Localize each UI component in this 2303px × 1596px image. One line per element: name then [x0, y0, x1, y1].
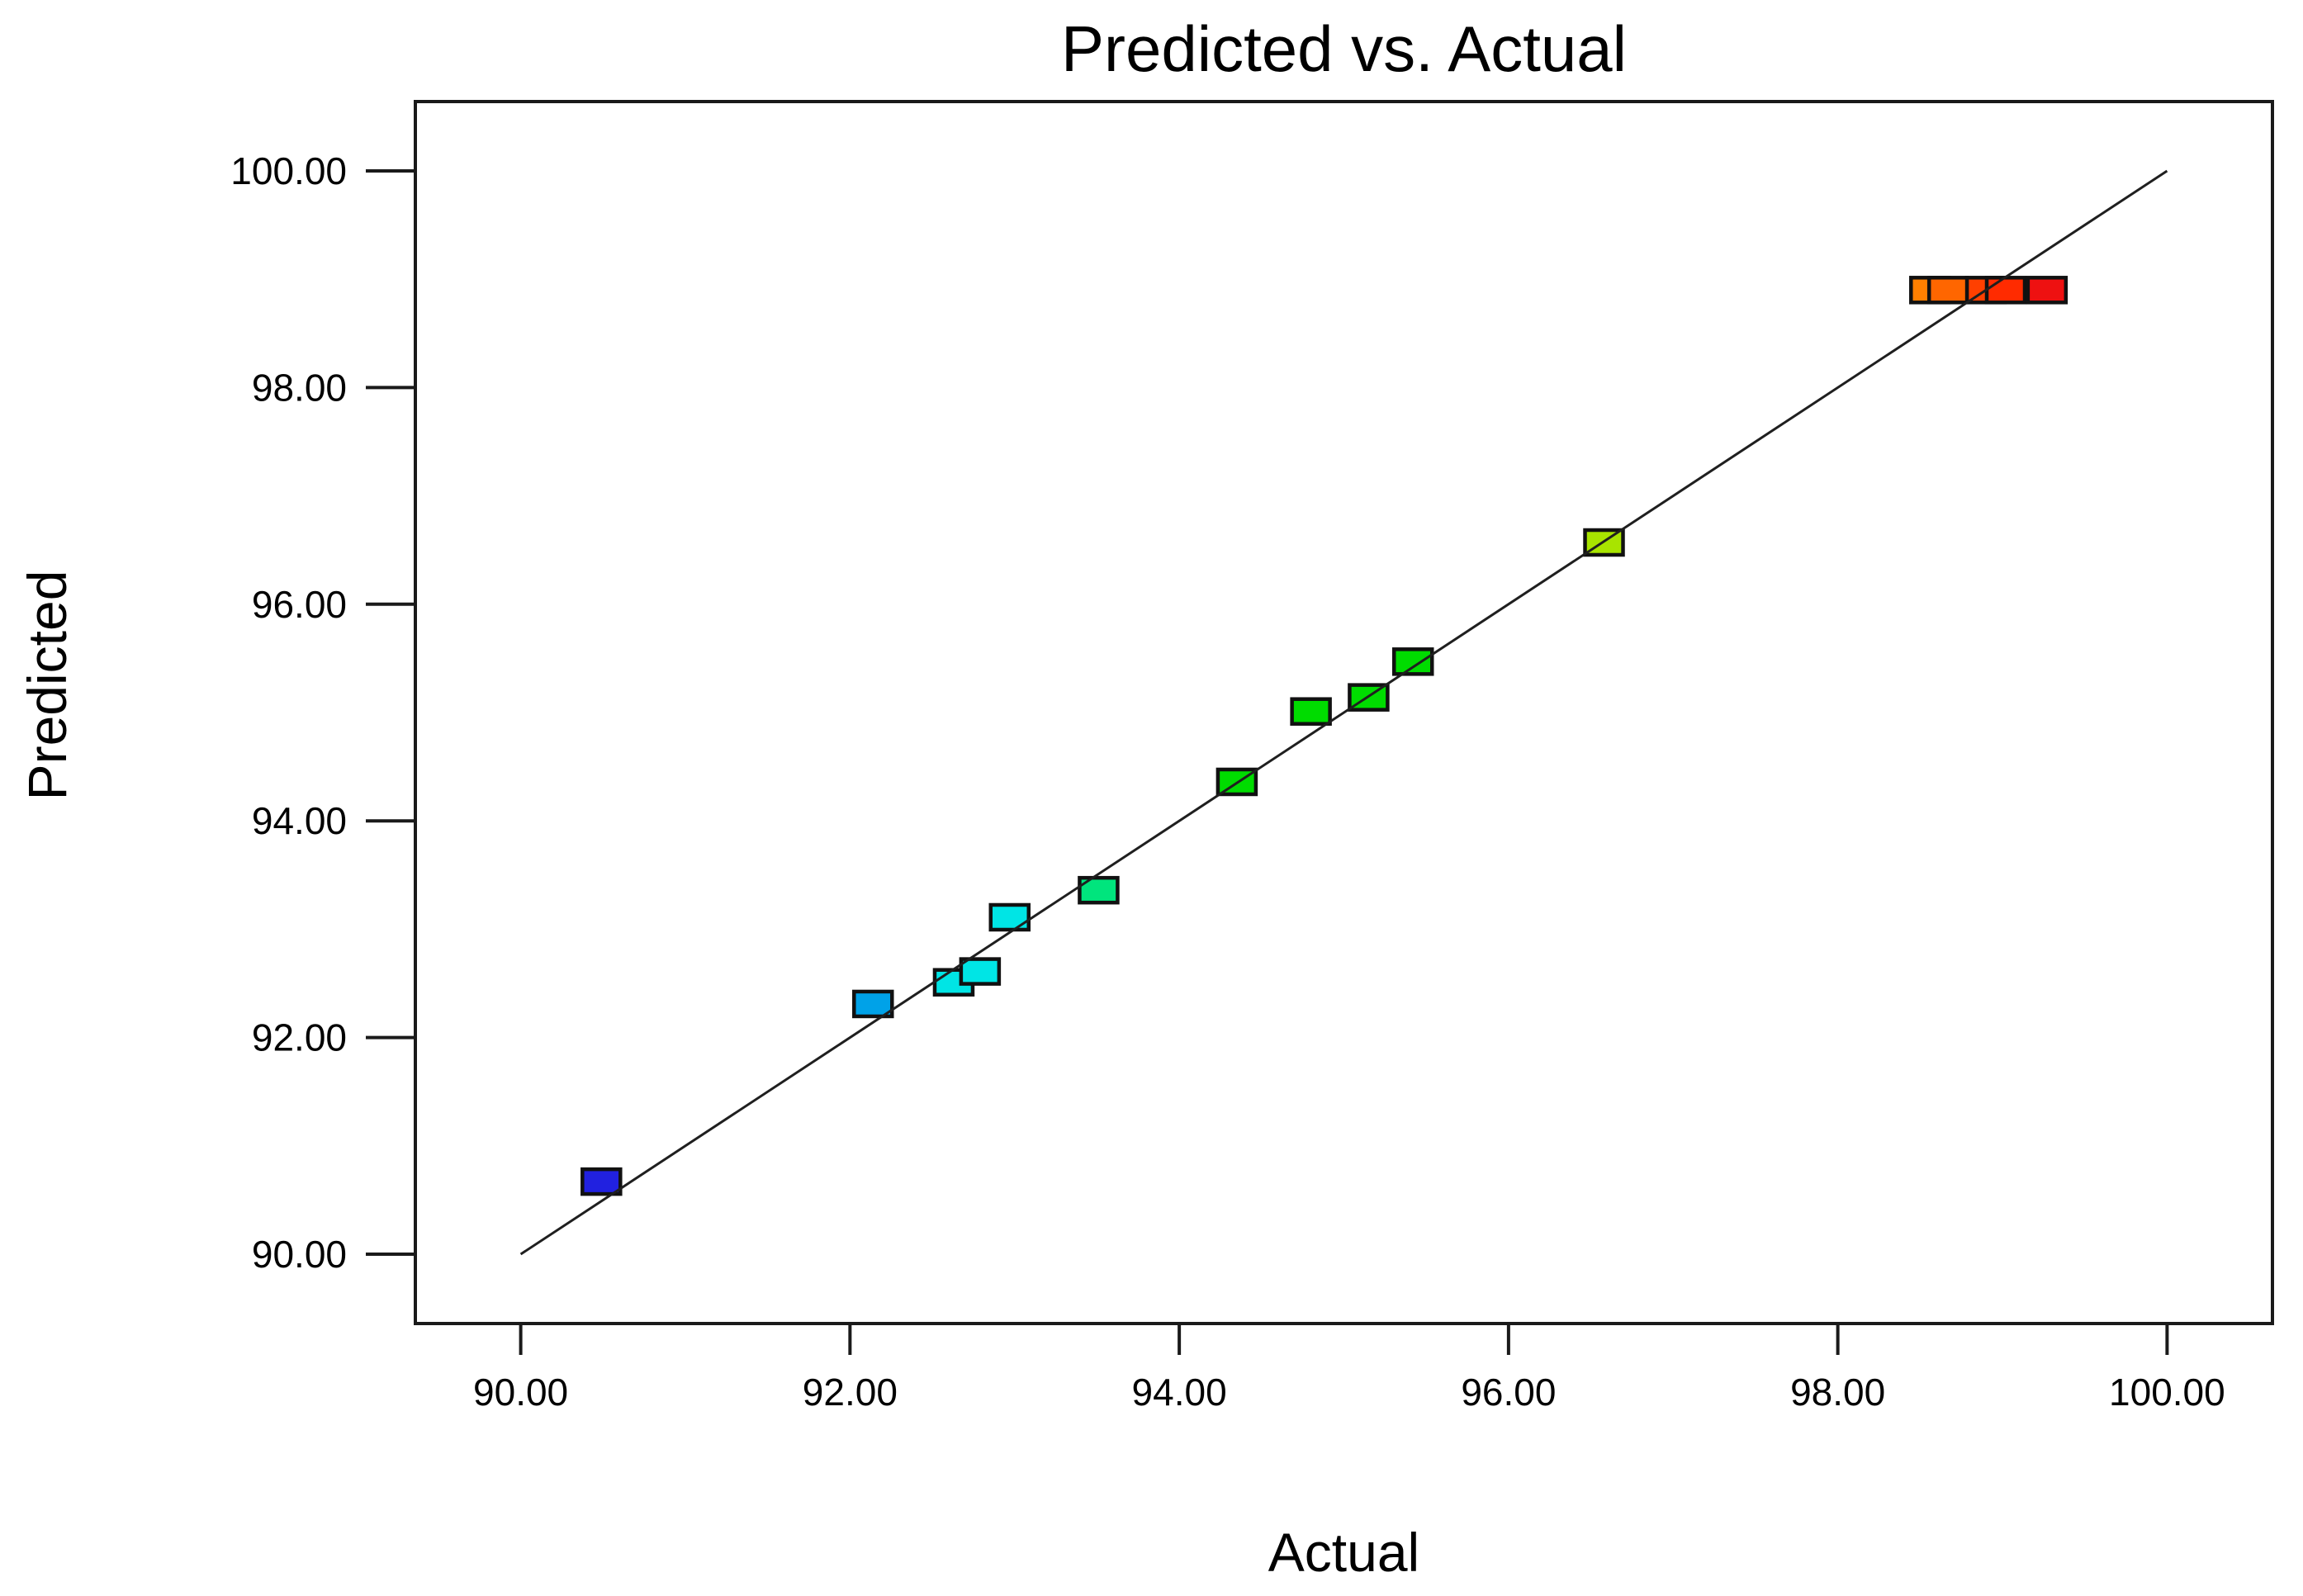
data-point — [852, 989, 894, 1019]
y-tick-label: 92.00 — [252, 1016, 347, 1059]
x-tick-label: 96.00 — [1461, 1371, 1556, 1414]
reference-line — [519, 169, 2168, 1256]
x-tick-label: 100.00 — [2109, 1371, 2225, 1414]
data-point — [988, 902, 1031, 932]
x-tick-label: 92.00 — [803, 1371, 898, 1414]
data-point — [959, 957, 1002, 986]
data-point — [580, 1167, 623, 1196]
data-point — [1290, 697, 1332, 726]
y-tick-label: 100.00 — [230, 149, 347, 192]
data-point — [2026, 276, 2068, 305]
data-point — [1391, 647, 1434, 676]
x-axis-label: Actual — [1268, 1522, 1420, 1583]
data-point — [1926, 276, 1969, 305]
y-tick-label: 96.00 — [252, 583, 347, 626]
y-tick-label: 98.00 — [252, 366, 347, 409]
x-tick-label: 94.00 — [1132, 1371, 1227, 1414]
chart-title: Predicted vs. Actual — [1060, 12, 1627, 85]
x-tick-label: 90.00 — [473, 1371, 568, 1414]
y-tick-label: 94.00 — [252, 799, 347, 842]
data-point — [1984, 276, 2027, 305]
x-tick-label: 98.00 — [1790, 1371, 1885, 1414]
y-tick-label: 90.00 — [252, 1233, 347, 1276]
